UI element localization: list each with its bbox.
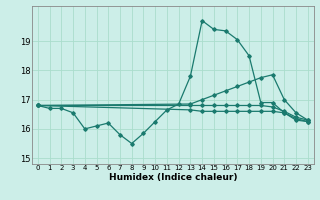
X-axis label: Humidex (Indice chaleur): Humidex (Indice chaleur): [108, 173, 237, 182]
